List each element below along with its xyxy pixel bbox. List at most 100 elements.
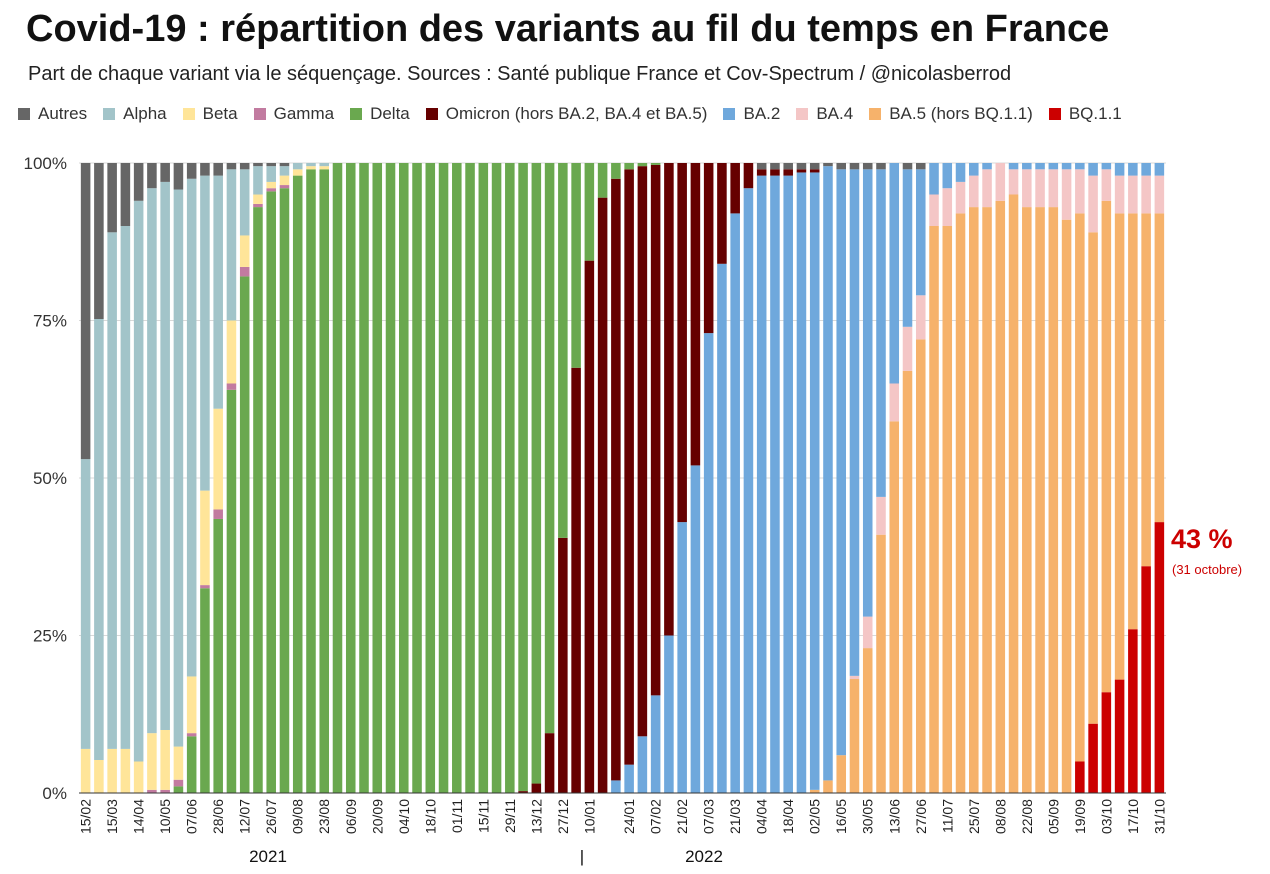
legend-item: BA.4	[796, 104, 853, 124]
bar-segment	[279, 188, 290, 793]
bar-segment	[186, 733, 197, 737]
x-tick-label: 14/04	[131, 799, 147, 834]
bar-segment	[756, 163, 767, 170]
bar-segment	[94, 760, 104, 793]
bar-segment	[1154, 163, 1165, 176]
bar-segment	[1008, 169, 1019, 195]
x-tick-label: 27/06	[913, 799, 929, 834]
bar-segment	[147, 163, 157, 189]
year-label: 2021	[249, 847, 287, 866]
latest-date-annotation: (31 octobre)	[1172, 562, 1243, 577]
bar-segment	[862, 648, 873, 793]
bar-segment	[147, 789, 157, 793]
x-tick-label: 17/10	[1125, 799, 1141, 834]
legend-swatch	[796, 108, 809, 120]
bar-segment	[823, 780, 833, 793]
bar-segment	[597, 163, 608, 198]
bar-segment	[690, 465, 701, 793]
bar-segment	[717, 163, 727, 264]
legend-label: BA.2	[743, 104, 781, 123]
bar-segment	[982, 169, 992, 208]
legend-item: Autres	[18, 104, 87, 124]
bar-segment	[624, 163, 634, 170]
bar-segment	[849, 675, 860, 680]
bar-segment	[200, 490, 210, 586]
bar-segment	[107, 163, 117, 233]
bar-segment	[399, 163, 409, 793]
bar-segment	[1048, 163, 1059, 170]
x-tick-label: 10/05	[157, 799, 173, 834]
x-tick-label: 13/12	[528, 799, 544, 834]
bar-segment	[412, 163, 422, 793]
bar-segment	[889, 383, 900, 422]
bar-segment	[544, 163, 555, 734]
bar-segment	[147, 188, 157, 734]
bar-segment	[239, 163, 250, 170]
bar-segment	[160, 163, 170, 182]
x-tick-label: 18/04	[780, 799, 796, 834]
bar-segment	[836, 755, 846, 793]
year-label: 2022	[685, 847, 723, 866]
bar-segment	[1114, 163, 1125, 176]
bar-segment	[1088, 723, 1098, 793]
bar-segment	[120, 163, 131, 226]
bar-segment	[279, 185, 290, 189]
y-tick-label: 100%	[24, 154, 67, 173]
bar-segment	[173, 786, 184, 793]
bar-segment	[266, 163, 276, 167]
bar-segment	[876, 496, 886, 535]
y-tick-label: 50%	[33, 469, 67, 488]
bar-segment	[452, 163, 462, 793]
x-tick-label: 30/05	[860, 799, 876, 834]
bar-segment	[902, 169, 913, 327]
bar-segment	[1128, 629, 1138, 793]
bar-segment	[239, 266, 250, 277]
bar-segment	[385, 163, 396, 793]
bar-segment	[1008, 163, 1019, 170]
bar-segment	[1075, 761, 1085, 793]
legend-swatch	[18, 108, 30, 120]
bar-segment	[942, 188, 953, 226]
bar-segment	[107, 232, 117, 749]
bar-segment	[982, 163, 992, 170]
bar-segment	[584, 260, 595, 793]
latest-value-annotation: 43 %	[1171, 524, 1233, 554]
bar-segment	[743, 188, 754, 793]
bar-segment	[266, 181, 276, 189]
chart-legend: Autres Alpha Beta Gamma Delta Omicron (hors B…	[18, 104, 1138, 124]
legend-item: Delta	[350, 104, 410, 124]
x-tick-label: 25/07	[966, 799, 982, 834]
bar-segment	[677, 522, 687, 793]
bar-segment	[1022, 169, 1032, 208]
x-tick-label: 15/11	[475, 799, 491, 833]
legend-swatch	[253, 108, 266, 120]
bar-segment	[186, 736, 197, 793]
bar-segment	[425, 163, 436, 793]
bar-segment	[279, 166, 290, 176]
bar-segment	[1141, 175, 1151, 214]
bar-segment	[637, 166, 648, 737]
x-tick-label: 03/10	[1098, 799, 1114, 834]
bar-segment	[770, 163, 780, 170]
x-tick-label: 18/10	[422, 799, 438, 834]
bar-segment	[783, 175, 793, 794]
bar-segment	[955, 181, 966, 214]
x-tick-label: 10/01	[581, 799, 597, 834]
bar-segment	[279, 175, 290, 186]
bar-segment	[862, 163, 873, 170]
bar-segment	[279, 163, 290, 167]
bar-segment	[160, 181, 170, 730]
bar-segment	[650, 695, 661, 793]
legend-item: BA.2	[723, 104, 780, 124]
bar-segment	[253, 207, 263, 794]
bar-segment	[1154, 213, 1165, 523]
x-tick-label: 22/08	[1019, 799, 1035, 834]
bar-segment	[253, 166, 263, 195]
x-tick-label: 07/03	[701, 799, 717, 834]
x-tick-label: 16/05	[833, 799, 849, 834]
bar-segment	[756, 169, 767, 176]
legend-label: Alpha	[123, 104, 167, 123]
bar-segment	[611, 163, 621, 179]
bar-segment	[253, 163, 263, 167]
bar-segment	[518, 163, 528, 792]
